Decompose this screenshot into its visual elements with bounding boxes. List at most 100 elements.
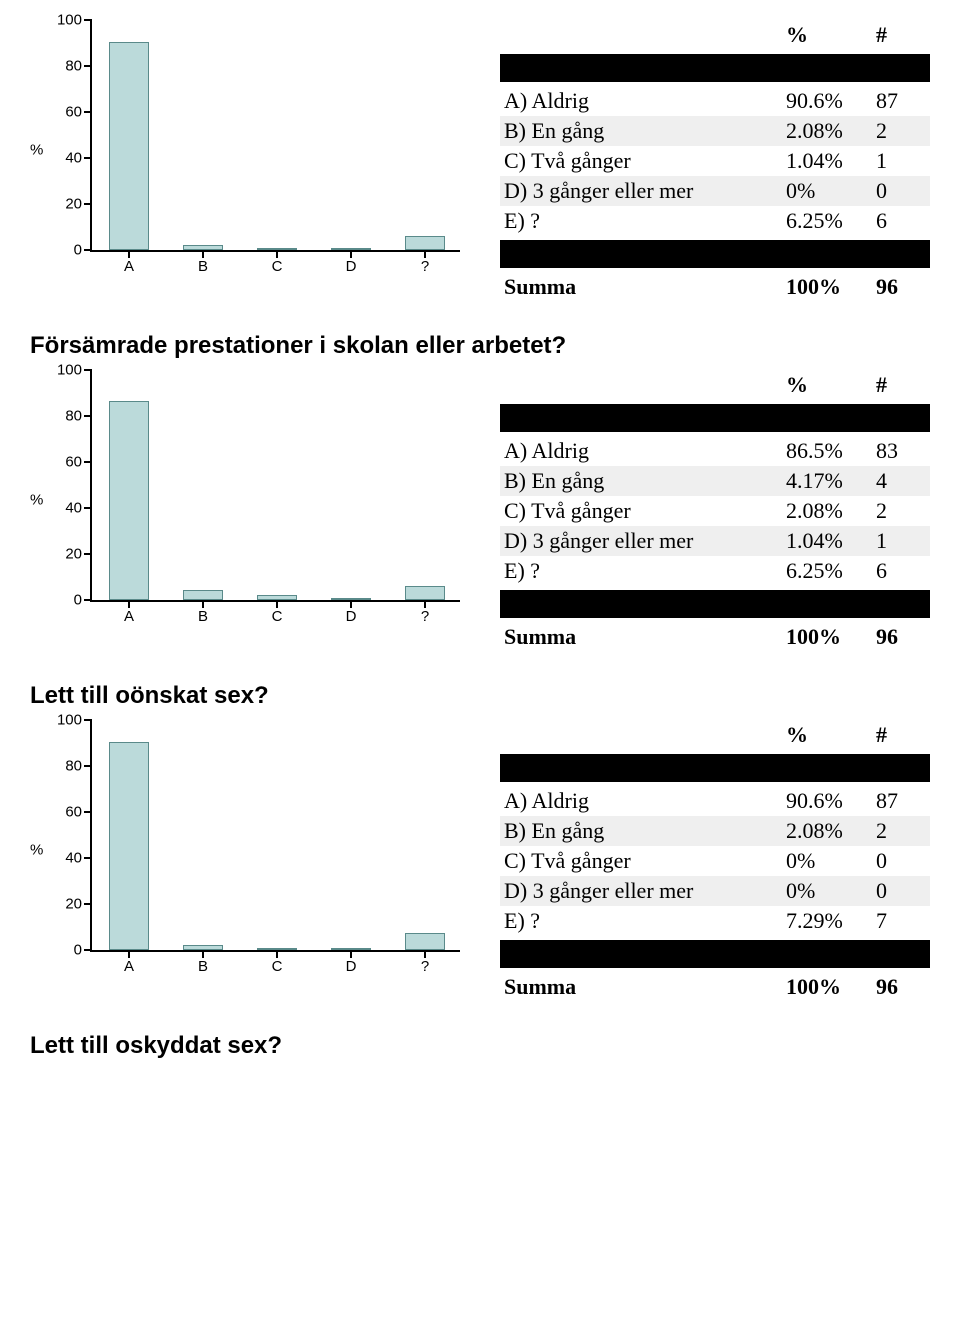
x-tick	[202, 600, 204, 608]
chart-column: % 020406080100ABCD?	[30, 20, 460, 280]
x-tick-label: ?	[421, 258, 429, 275]
x-tick	[350, 250, 352, 258]
y-axis-label: %	[30, 492, 43, 509]
row-cnt: 0	[876, 848, 926, 874]
row-cnt: 2	[876, 498, 926, 524]
bar	[405, 933, 446, 950]
y-tick-label: 100	[57, 362, 92, 379]
y-tick-label: 20	[65, 196, 92, 213]
summary-label: Summa	[504, 274, 786, 300]
y-tick-label: 40	[65, 500, 92, 517]
divider-bar	[500, 404, 930, 432]
y-tick-label: 40	[65, 150, 92, 167]
summary-cnt: 96	[876, 624, 926, 650]
x-tick-label: D	[346, 958, 357, 975]
row-pct: 0%	[786, 848, 876, 874]
summary-label: Summa	[504, 974, 786, 1000]
row-cnt: 0	[876, 878, 926, 904]
row-cnt: 2	[876, 818, 926, 844]
row-cnt: 1	[876, 528, 926, 554]
row-label: C) Två gånger	[504, 848, 786, 874]
row-cnt: 6	[876, 558, 926, 584]
row-label: E) ?	[504, 908, 786, 934]
row-label: B) En gång	[504, 118, 786, 144]
divider-bar	[500, 754, 930, 782]
bar	[257, 595, 298, 600]
header-col-pct: %	[786, 722, 876, 748]
y-tick-label: 20	[65, 896, 92, 913]
bar	[183, 590, 224, 600]
table-row: D) 3 gånger eller mer1.04%1	[500, 526, 930, 556]
table-row: E) ?6.25%6	[500, 206, 930, 236]
x-tick	[128, 600, 130, 608]
row-label: A) Aldrig	[504, 88, 786, 114]
row-pct: 2.08%	[786, 118, 876, 144]
row-cnt: 1	[876, 148, 926, 174]
bar	[109, 401, 150, 600]
section-row: % 020406080100ABCD?%# A) Aldrig86.5%83 B)…	[30, 370, 930, 652]
row-pct: 90.6%	[786, 88, 876, 114]
table-row: D) 3 gånger eller mer0%0	[500, 176, 930, 206]
x-tick	[424, 600, 426, 608]
header-col-cnt: #	[876, 722, 926, 748]
bar	[331, 948, 372, 950]
bar	[405, 236, 446, 250]
plot-area: 020406080100ABCD?	[90, 20, 460, 252]
divider-bar	[500, 940, 930, 968]
summary-pct: 100%	[786, 974, 876, 1000]
row-cnt: 4	[876, 468, 926, 494]
divider-bar	[500, 240, 930, 268]
x-tick-label: C	[272, 258, 283, 275]
bar	[109, 742, 150, 950]
table-column: %# A) Aldrig86.5%83 B) En gång4.17%4 C) …	[500, 370, 930, 652]
chart-column: % 020406080100ABCD?	[30, 720, 460, 980]
row-label: A) Aldrig	[504, 438, 786, 464]
table-row: C) Två gånger2.08%2	[500, 496, 930, 526]
table-row: A) Aldrig86.5%83	[500, 436, 930, 466]
y-axis-label: %	[30, 142, 43, 159]
table-row: A) Aldrig90.6%87	[500, 86, 930, 116]
summary-cnt: 96	[876, 974, 926, 1000]
row-label: E) ?	[504, 558, 786, 584]
bar	[331, 248, 372, 250]
table-row: B) En gång2.08%2	[500, 816, 930, 846]
table-row: A) Aldrig90.6%87	[500, 786, 930, 816]
table-row: E) ?7.29%7	[500, 906, 930, 936]
y-tick-label: 80	[65, 408, 92, 425]
y-tick-label: 0	[74, 592, 92, 609]
y-tick-label: 80	[65, 758, 92, 775]
x-tick	[276, 600, 278, 608]
x-tick	[128, 250, 130, 258]
row-pct: 0%	[786, 878, 876, 904]
y-axis-label: %	[30, 842, 43, 859]
y-tick-label: 60	[65, 104, 92, 121]
data-table: %# A) Aldrig90.6%87 B) En gång2.08%2 C) …	[500, 20, 930, 302]
section-heading: Försämrade prestationer i skolan eller a…	[30, 332, 930, 360]
row-cnt: 0	[876, 178, 926, 204]
bar-chart: % 020406080100ABCD?	[30, 720, 460, 980]
row-pct: 7.29%	[786, 908, 876, 934]
row-cnt: 83	[876, 438, 926, 464]
row-pct: 4.17%	[786, 468, 876, 494]
summary-cnt: 96	[876, 274, 926, 300]
row-label: C) Två gånger	[504, 498, 786, 524]
x-tick-label: B	[198, 258, 208, 275]
x-tick	[202, 250, 204, 258]
row-label: D) 3 gånger eller mer	[504, 178, 786, 204]
table-row: B) En gång2.08%2	[500, 116, 930, 146]
bar	[257, 248, 298, 250]
row-pct: 2.08%	[786, 818, 876, 844]
y-tick-label: 60	[65, 454, 92, 471]
y-tick-label: 100	[57, 712, 92, 729]
y-tick-label: 0	[74, 242, 92, 259]
row-cnt: 6	[876, 208, 926, 234]
plot-area: 020406080100ABCD?	[90, 370, 460, 602]
plot-area: 020406080100ABCD?	[90, 720, 460, 952]
row-pct: 2.08%	[786, 498, 876, 524]
summary-pct: 100%	[786, 274, 876, 300]
x-tick	[276, 250, 278, 258]
row-pct: 1.04%	[786, 148, 876, 174]
section-heading: Lett till oönskat sex?	[30, 682, 930, 710]
table-row: C) Två gånger1.04%1	[500, 146, 930, 176]
bar-chart: % 020406080100ABCD?	[30, 20, 460, 280]
